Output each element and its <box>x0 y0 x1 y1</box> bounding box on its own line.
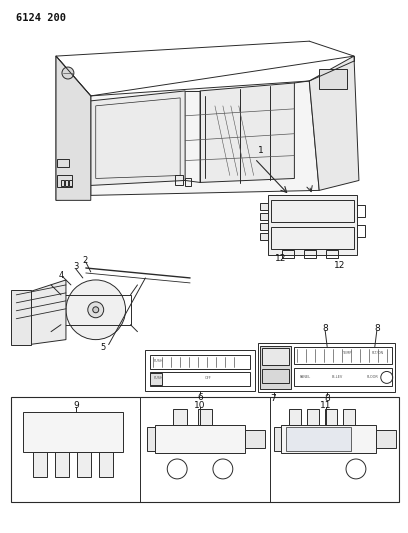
Bar <box>33 452 47 477</box>
Text: PUSH: PUSH <box>153 376 163 381</box>
Text: TEMP: TEMP <box>342 351 352 354</box>
Bar <box>295 368 392 386</box>
Bar <box>357 205 365 217</box>
Bar <box>23 412 122 452</box>
Bar <box>55 452 69 477</box>
Bar <box>57 158 69 166</box>
Text: 2: 2 <box>83 255 88 264</box>
Bar <box>259 203 268 211</box>
Bar <box>259 233 268 240</box>
Bar <box>295 346 392 365</box>
Bar <box>151 354 250 369</box>
Bar <box>319 69 347 89</box>
Bar <box>99 452 113 477</box>
Text: BI-LEV: BI-LEV <box>332 375 344 379</box>
Bar <box>289 409 302 425</box>
Text: 7: 7 <box>271 394 276 403</box>
Circle shape <box>88 302 104 318</box>
Bar <box>145 350 255 391</box>
Bar <box>262 369 289 383</box>
Polygon shape <box>29 280 66 345</box>
Bar <box>357 225 365 237</box>
Text: 8: 8 <box>322 324 328 333</box>
Bar <box>61 295 131 325</box>
Bar <box>271 200 354 222</box>
Text: 9: 9 <box>73 401 79 410</box>
Circle shape <box>62 67 74 79</box>
Bar <box>286 427 351 451</box>
Text: 10: 10 <box>194 401 206 410</box>
Text: 11: 11 <box>320 401 332 410</box>
Bar <box>376 430 396 448</box>
Text: 12: 12 <box>275 254 286 263</box>
Polygon shape <box>200 83 295 182</box>
Bar <box>259 345 291 389</box>
Text: PANEL: PANEL <box>299 375 310 379</box>
Bar <box>61 181 64 187</box>
Text: 6: 6 <box>197 393 203 402</box>
Polygon shape <box>56 56 91 200</box>
Text: 5: 5 <box>101 343 106 352</box>
Bar <box>259 213 268 220</box>
Bar <box>77 452 91 477</box>
Bar <box>147 427 155 451</box>
Text: PUSH: PUSH <box>153 359 163 362</box>
Text: 12: 12 <box>334 261 346 270</box>
Polygon shape <box>309 56 359 190</box>
Text: 8: 8 <box>374 324 380 333</box>
Bar <box>257 343 395 392</box>
Bar <box>173 409 187 425</box>
Polygon shape <box>56 56 91 200</box>
Bar <box>268 196 357 255</box>
Bar <box>65 181 68 187</box>
Bar <box>326 250 338 258</box>
Bar <box>304 250 316 258</box>
Bar <box>11 397 399 502</box>
Text: 6124 200: 6124 200 <box>16 13 66 23</box>
Polygon shape <box>91 91 185 185</box>
Text: 1: 1 <box>257 146 264 155</box>
Text: FLT/ON: FLT/ON <box>372 351 384 354</box>
Bar <box>155 425 245 453</box>
Bar <box>175 175 183 185</box>
Bar <box>198 409 212 425</box>
Circle shape <box>93 307 99 313</box>
Bar <box>262 348 289 366</box>
Bar <box>271 227 354 249</box>
Bar <box>245 430 264 448</box>
Bar <box>282 425 376 453</box>
Text: FLOOR: FLOOR <box>367 375 379 379</box>
Bar <box>343 409 355 425</box>
Bar <box>151 374 162 385</box>
Text: 3: 3 <box>73 262 78 271</box>
Bar <box>273 427 282 451</box>
Bar <box>151 373 250 386</box>
Bar <box>325 409 337 425</box>
Bar <box>57 175 72 188</box>
Polygon shape <box>91 81 319 196</box>
Bar <box>185 179 191 187</box>
Text: 8: 8 <box>324 394 330 403</box>
Bar <box>307 409 319 425</box>
Text: 4: 4 <box>59 271 64 280</box>
Bar <box>11 290 31 345</box>
Circle shape <box>66 280 126 340</box>
Text: OFF: OFF <box>205 376 212 381</box>
Bar <box>282 250 295 258</box>
Bar <box>259 223 268 230</box>
Bar <box>69 181 72 187</box>
